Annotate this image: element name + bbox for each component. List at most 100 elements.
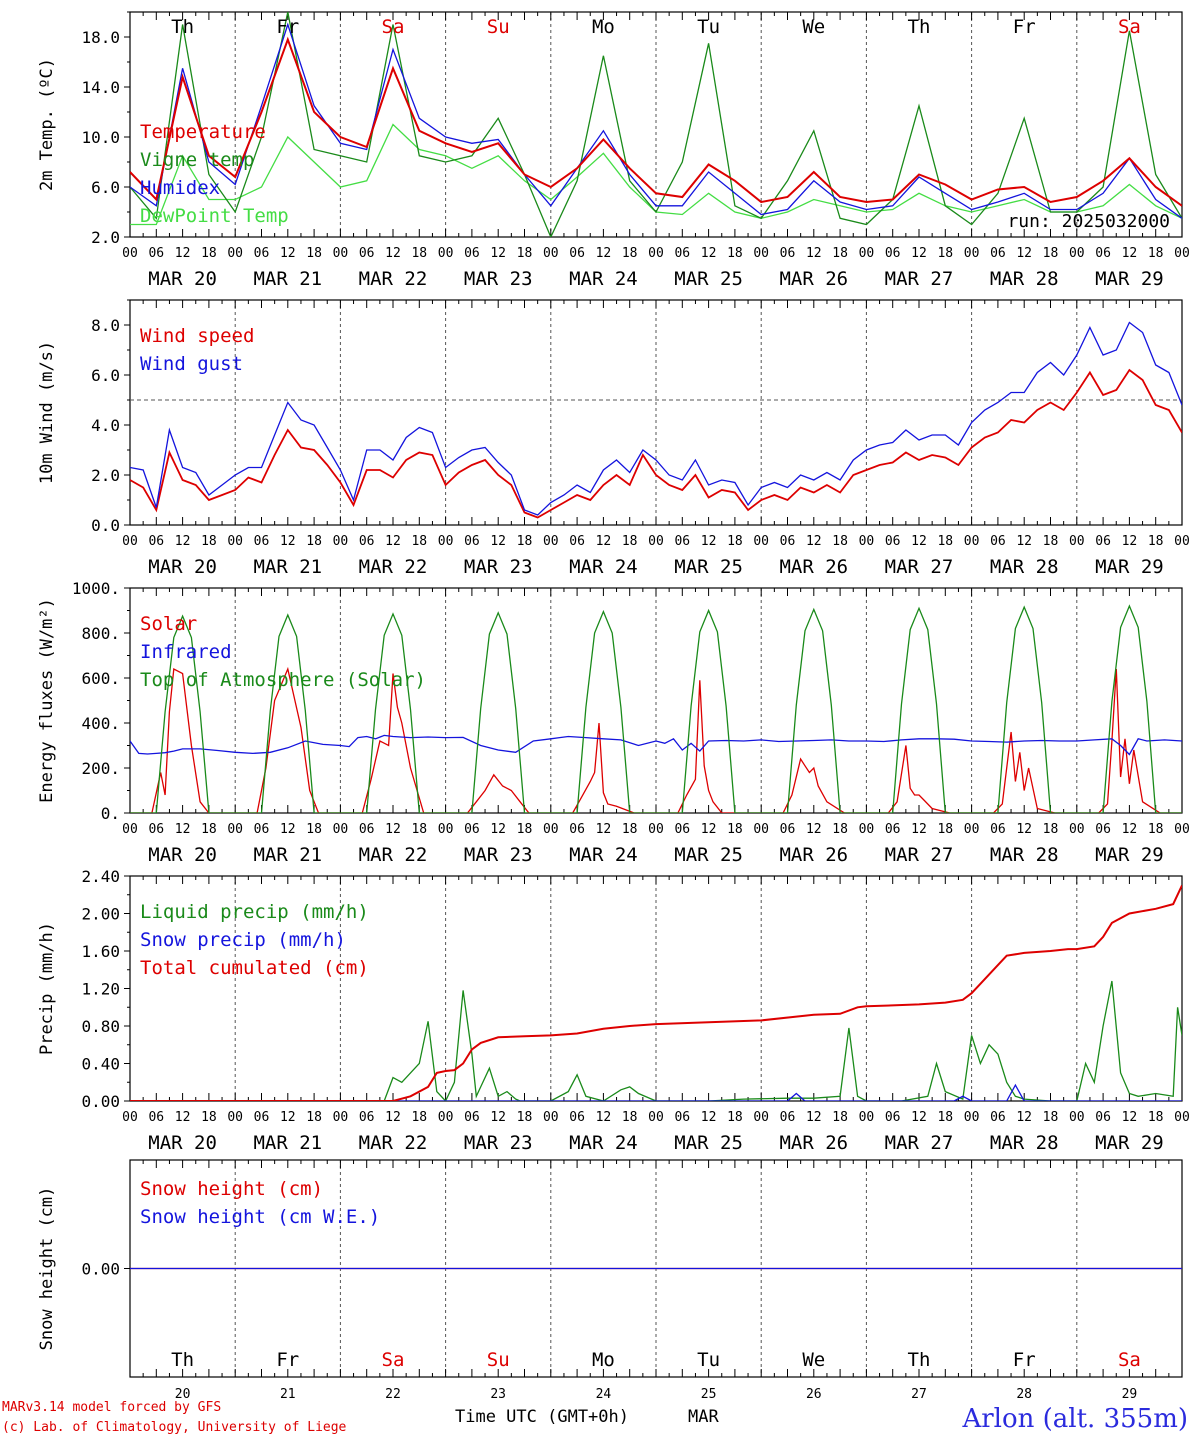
hour-label: 06 [1095, 246, 1111, 261]
time-axis-label: Time UTC (GMT+0h) [455, 1407, 629, 1427]
hour-label: 00 [964, 1110, 980, 1125]
station-name: Arlon (alt. 355m) [962, 1404, 1188, 1434]
legend-entry: Snow precip (mm/h) [140, 929, 346, 951]
date-label: MAR 25 [674, 268, 743, 290]
hour-label: 12 [911, 822, 927, 837]
legend-entry: Snow height (cm) [140, 1178, 323, 1200]
hour-label: 00 [333, 246, 349, 261]
y-tick-label: 10.0 [81, 128, 120, 147]
hour-label: 12 [490, 534, 506, 549]
hour-label: 18 [832, 822, 848, 837]
date-label: MAR 26 [779, 844, 848, 866]
hour-label: 06 [780, 534, 796, 549]
hour-label: 00 [1069, 534, 1085, 549]
hour-label: 12 [175, 1110, 191, 1125]
hour-label: 12 [280, 1110, 296, 1125]
hour-label: 00 [122, 534, 138, 549]
hour-label: 12 [175, 246, 191, 261]
hour-label: 18 [517, 1110, 533, 1125]
hour-label: 18 [411, 822, 427, 837]
hour-label: 18 [201, 822, 217, 837]
hour-label: 18 [201, 1110, 217, 1125]
hour-label: 12 [806, 822, 822, 837]
weekday-label: Th [171, 16, 194, 38]
date-label: MAR 20 [148, 1132, 217, 1154]
weekday-label: Mo [592, 16, 615, 38]
hour-label: 00 [227, 246, 243, 261]
series-line-vigne-temp [130, 12, 1182, 237]
hour-label: 18 [517, 822, 533, 837]
date-label: MAR 26 [779, 268, 848, 290]
hour-label: 00 [227, 822, 243, 837]
hour-label: 18 [937, 1110, 953, 1125]
hour-label: 18 [832, 534, 848, 549]
hour-label: 12 [911, 1110, 927, 1125]
y-tick-label: 1000. [72, 579, 120, 598]
hour-label: 12 [701, 822, 717, 837]
weekday-label: Su [487, 1349, 510, 1371]
hour-label: 12 [701, 246, 717, 261]
hour-label: 06 [990, 246, 1006, 261]
day-number: 26 [806, 1387, 822, 1402]
hour-label: 06 [254, 1110, 270, 1125]
hour-label: 18 [306, 1110, 322, 1125]
hour-label: 00 [438, 822, 454, 837]
date-label: MAR 27 [885, 1132, 954, 1154]
weekday-label: Mo [592, 1349, 615, 1371]
hour-label: 00 [543, 246, 559, 261]
hour-label: 00 [1174, 1110, 1190, 1125]
hour-label: 12 [175, 822, 191, 837]
weekday-label: Su [487, 16, 510, 38]
hour-label: 12 [1122, 534, 1138, 549]
hour-label: 18 [1148, 246, 1164, 261]
y-axis-label: 10m Wind (m/s) [37, 341, 57, 484]
hour-label: 12 [490, 1110, 506, 1125]
legend-entry: Wind speed [140, 325, 254, 347]
hour-label: 06 [990, 534, 1006, 549]
hour-label: 18 [1043, 246, 1059, 261]
date-label: MAR 24 [569, 556, 638, 578]
hour-label: 00 [122, 822, 138, 837]
model-credit: MARv3.14 model forced by GFS [2, 1400, 222, 1415]
weekday-label: Fr [276, 16, 299, 38]
date-label: MAR 28 [990, 556, 1059, 578]
y-axis-label: Precip (mm/h) [37, 922, 57, 1055]
weekday-label: Sa [1118, 1349, 1141, 1371]
weekday-label: Fr [1013, 16, 1036, 38]
hour-label: 00 [122, 246, 138, 261]
hour-label: 00 [227, 1110, 243, 1125]
hour-label: 06 [464, 1110, 480, 1125]
hour-label: 00 [1069, 246, 1085, 261]
legend-entry: Wind gust [140, 353, 243, 375]
y-tick-label: 400. [81, 714, 120, 733]
hour-label: 18 [306, 822, 322, 837]
series-line-top-of-atmosphere-solar- [130, 604, 1182, 813]
legend-entry: Humidex [140, 177, 220, 199]
hour-label: 00 [859, 822, 875, 837]
hour-label: 00 [1069, 822, 1085, 837]
hour-label: 00 [543, 534, 559, 549]
hour-label: 00 [122, 1110, 138, 1125]
weekday-label: We [802, 1349, 825, 1371]
hour-label: 06 [885, 534, 901, 549]
hour-label: 06 [885, 1110, 901, 1125]
hour-label: 12 [911, 534, 927, 549]
weekday-label: Th [171, 1349, 194, 1371]
hour-label: 12 [490, 246, 506, 261]
y-tick-label: 0. [101, 804, 120, 823]
hour-label: 18 [937, 534, 953, 549]
y-tick-label: 2.0 [91, 466, 120, 485]
hour-label: 06 [885, 822, 901, 837]
hour-label: 18 [832, 246, 848, 261]
y-tick-label: 0.40 [81, 1055, 120, 1074]
hour-label: 18 [622, 1110, 638, 1125]
hour-label: 18 [306, 246, 322, 261]
hour-label: 06 [148, 534, 164, 549]
hour-label: 00 [438, 534, 454, 549]
series-line-total-cumulated-cm- [130, 884, 1182, 1101]
hour-label: 06 [674, 246, 690, 261]
y-tick-label: 600. [81, 669, 120, 688]
date-label: MAR 21 [253, 844, 322, 866]
hour-label: 18 [201, 534, 217, 549]
hour-label: 06 [674, 1110, 690, 1125]
